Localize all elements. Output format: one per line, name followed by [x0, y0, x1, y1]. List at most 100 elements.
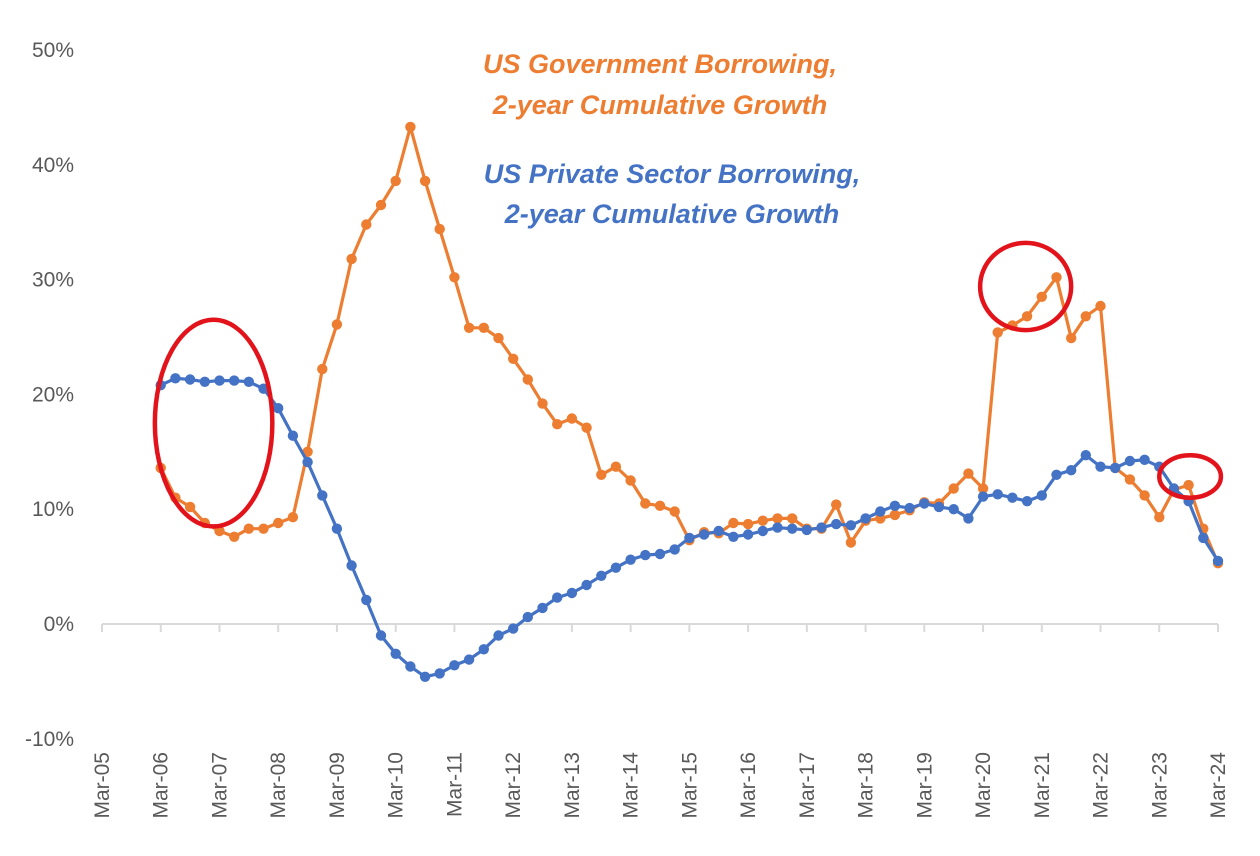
data-point: [317, 490, 328, 501]
data-point: [831, 518, 842, 530]
data-point: [375, 630, 387, 641]
data-point: [772, 522, 783, 533]
data-point: [654, 500, 666, 511]
data-point: [537, 602, 548, 614]
data-point: [1095, 300, 1106, 312]
data-point: [596, 469, 607, 480]
data-point: [258, 523, 269, 534]
data-point: [1021, 311, 1033, 322]
series-layer: [155, 121, 1224, 682]
data-point: [831, 499, 842, 510]
x-tick-label: Mar-18: [855, 752, 878, 819]
y-tick-label: -10%: [25, 728, 74, 751]
y-tick-label: 40%: [32, 154, 74, 177]
private-annotation-line1: US Private Sector Borrowing,: [484, 159, 861, 189]
y-tick-label: 20%: [32, 383, 74, 406]
x-tick-label: Mar-12: [502, 752, 525, 819]
x-tick-label: Mar-16: [737, 752, 760, 819]
data-point: [1066, 332, 1077, 344]
data-point: [463, 654, 475, 665]
data-point: [331, 319, 343, 330]
data-point: [449, 660, 460, 671]
y-tick-label: 50%: [32, 39, 74, 62]
data-point: [405, 661, 416, 672]
data-point: [405, 121, 416, 133]
data-point: [184, 501, 196, 513]
data-point: [742, 529, 754, 540]
data-point: [390, 175, 401, 187]
y-tick-label: 10%: [32, 498, 74, 521]
data-point: [258, 383, 269, 394]
x-tick-label: Mar-14: [620, 752, 643, 819]
data-point: [948, 483, 959, 494]
data-point: [522, 374, 533, 385]
x-tick-label: Mar-08: [267, 752, 290, 819]
data-point: [977, 483, 989, 494]
gov-annotation-line1: US Government Borrowing,: [483, 49, 837, 79]
data-point: [698, 529, 710, 540]
data-point: [948, 504, 959, 515]
x-tick-label: Mar-15: [678, 752, 701, 819]
data-point: [713, 525, 724, 537]
gov-annotation-line2: 2-year Cumulative Growth: [492, 90, 828, 120]
data-point: [669, 544, 680, 555]
x-tick-label: Mar-24: [1207, 752, 1230, 819]
data-point: [317, 363, 328, 375]
data-point: [728, 517, 739, 529]
data-point: [919, 498, 930, 509]
data-point: [184, 374, 196, 385]
x-tick-label: Mar-05: [91, 752, 114, 819]
data-point: [346, 253, 357, 265]
data-point: [375, 199, 387, 211]
data-point: [566, 413, 578, 424]
data-point: [1139, 454, 1150, 465]
data-point: [933, 501, 945, 513]
data-point: [772, 513, 783, 524]
data-point: [1080, 311, 1092, 322]
private-annotation-line2: 2-year Cumulative Growth: [504, 199, 840, 229]
data-point: [508, 623, 519, 634]
data-point: [552, 419, 563, 430]
data-point: [860, 513, 871, 524]
circle-2006-2008: [152, 317, 275, 529]
x-tick-label: Mar-20: [972, 752, 995, 819]
data-point: [361, 219, 372, 230]
data-point: [273, 403, 284, 414]
x-tick-label: Mar-06: [150, 752, 173, 819]
data-point: [229, 531, 240, 542]
data-point: [287, 430, 299, 441]
data-point: [875, 506, 886, 517]
data-point: [1095, 461, 1106, 472]
data-point: [566, 587, 578, 599]
data-point: [581, 579, 592, 591]
data-point: [889, 509, 901, 521]
data-point: [787, 513, 798, 524]
data-point: [1198, 532, 1209, 544]
data-point: [787, 523, 798, 534]
data-point: [302, 456, 313, 468]
data-point: [390, 648, 401, 659]
x-tick-label: Mar-10: [385, 752, 408, 819]
data-point: [610, 562, 622, 573]
data-point: [243, 523, 254, 534]
data-point: [1139, 490, 1150, 501]
data-point: [419, 175, 431, 187]
data-point: [669, 506, 680, 517]
highlight-circles: [152, 240, 1224, 529]
data-point: [1080, 450, 1092, 461]
data-point: [419, 671, 431, 682]
data-point: [845, 520, 857, 531]
data-point: [1036, 490, 1048, 501]
x-tick-label: Mar-21: [1031, 752, 1054, 819]
data-point: [625, 554, 636, 565]
data-point: [1066, 465, 1077, 476]
data-point: [845, 537, 857, 548]
data-point: [508, 353, 519, 364]
x-tick-label: Mar-22: [1090, 752, 1113, 819]
data-point: [463, 322, 475, 333]
data-point: [214, 375, 225, 386]
data-point: [625, 475, 636, 486]
data-point: [449, 272, 460, 283]
circle-2020-2022: [977, 240, 1074, 333]
x-tick-label: Mar-17: [796, 752, 819, 819]
